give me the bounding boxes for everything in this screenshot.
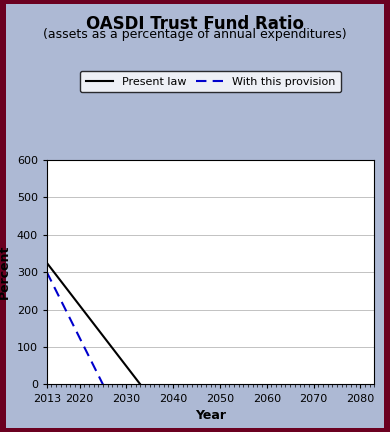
X-axis label: Year: Year <box>195 409 226 422</box>
Text: OASDI Trust Fund Ratio: OASDI Trust Fund Ratio <box>86 15 304 33</box>
Y-axis label: Percent: Percent <box>0 245 11 299</box>
Text: (assets as a percentage of annual expenditures): (assets as a percentage of annual expend… <box>43 28 347 41</box>
Legend: Present law, With this provision: Present law, With this provision <box>80 71 341 92</box>
